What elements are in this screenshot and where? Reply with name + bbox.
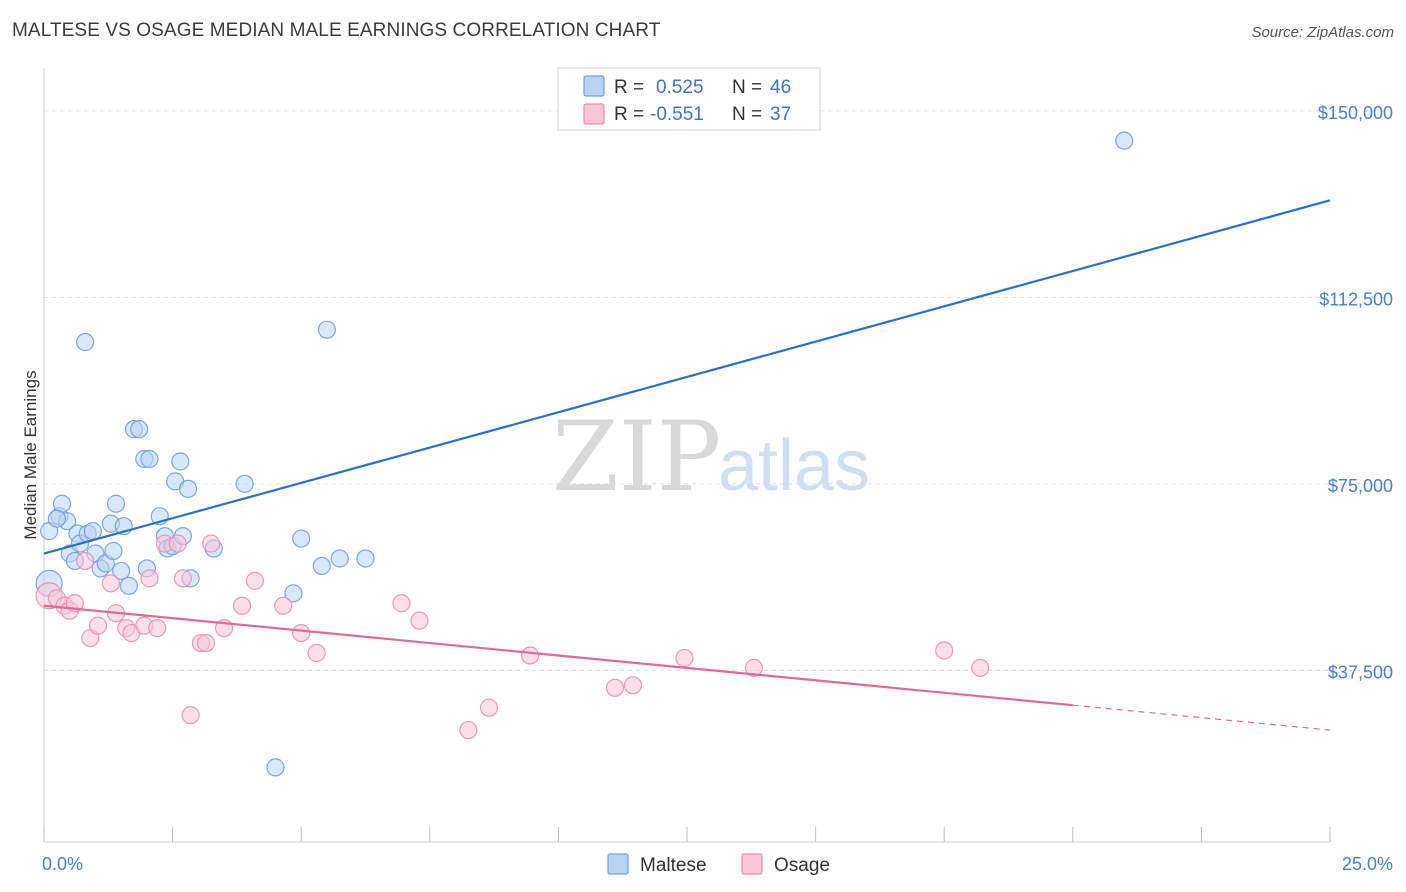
osage-point bbox=[623, 676, 643, 695]
y-axis-label: Median Male Earnings bbox=[21, 370, 40, 539]
osage-point bbox=[935, 641, 954, 660]
maltese-point bbox=[104, 541, 123, 561]
y-tick-label-0: $150,000 bbox=[1318, 103, 1393, 123]
osage-point bbox=[202, 534, 221, 553]
osage-trend-line bbox=[43, 604, 1073, 707]
osage-point bbox=[459, 720, 478, 740]
bottom-legend-swatch-osage bbox=[741, 853, 763, 875]
maltese-point bbox=[171, 452, 190, 471]
x-tick-label-0: 0.0% bbox=[42, 854, 83, 874]
osage-point bbox=[140, 569, 159, 588]
chart-title: MALTESE VS OSAGE MEDIAN MALE EARNINGS CO… bbox=[12, 20, 661, 41]
osage-trend-extension bbox=[1072, 704, 1331, 731]
legend-r-value-osage: -0.551 bbox=[650, 104, 704, 125]
watermark-zip: ZIP bbox=[552, 401, 721, 513]
osage-point bbox=[605, 678, 625, 697]
legend: R = 0.525 N = 46 R = -0.551 N = 37 bbox=[557, 67, 821, 131]
maltese-point bbox=[178, 479, 198, 498]
legend-r-value-maltese: 0.525 bbox=[656, 77, 704, 98]
legend-n-value-osage: 37 bbox=[770, 104, 791, 125]
axes bbox=[43, 68, 1331, 843]
maltese-point bbox=[235, 474, 254, 493]
osage-point bbox=[168, 534, 187, 553]
maltese-point bbox=[83, 522, 102, 541]
source-label: Source: ZipAtlas.com bbox=[1251, 24, 1394, 41]
osage-point bbox=[173, 569, 192, 588]
bottom-legend-label-osage: Osage bbox=[774, 855, 830, 876]
maltese-point bbox=[119, 576, 138, 595]
maltese-point bbox=[312, 556, 331, 576]
osage-point bbox=[392, 594, 411, 613]
maltese-point bbox=[266, 758, 285, 777]
maltese-point bbox=[106, 494, 126, 513]
osage-point bbox=[479, 698, 499, 717]
osage-point bbox=[274, 596, 293, 615]
osage-point bbox=[675, 648, 694, 668]
maltese-point bbox=[330, 549, 349, 568]
osage-point bbox=[307, 643, 326, 663]
x-tick-labels: 0.0% 25.0% bbox=[42, 854, 1393, 874]
osage-point bbox=[101, 574, 120, 593]
osage-point bbox=[971, 658, 990, 678]
osage-point bbox=[744, 658, 763, 678]
maltese-point bbox=[47, 509, 66, 528]
y-tick-label-1: $112,500 bbox=[1319, 289, 1393, 309]
maltese-point bbox=[112, 561, 131, 581]
maltese-point bbox=[130, 420, 149, 439]
y-tick-label-3: $37,500 bbox=[1328, 662, 1393, 682]
osage-point bbox=[521, 646, 540, 665]
bottom-legend-label-maltese: Maltese bbox=[640, 855, 707, 876]
osage-point bbox=[245, 571, 265, 590]
legend-r-label-osage: R = bbox=[614, 104, 644, 125]
maltese-point bbox=[76, 333, 95, 352]
osage-point bbox=[292, 623, 311, 643]
maltese-point bbox=[1115, 131, 1134, 150]
maltese-point bbox=[292, 529, 311, 548]
osage-point bbox=[232, 596, 252, 615]
legend-r-label-maltese: R = bbox=[614, 77, 644, 98]
maltese-trend-line bbox=[43, 199, 1331, 555]
y-tick-labels: $150,000 $112,500 $75,000 $37,500 bbox=[1318, 103, 1393, 683]
grid-lines bbox=[44, 110, 1390, 671]
watermark: ZIP atlas bbox=[552, 401, 870, 513]
osage-point bbox=[148, 619, 167, 638]
legend-n-label-maltese: N = bbox=[732, 77, 762, 98]
legend-n-value-maltese: 46 bbox=[770, 77, 791, 98]
osage-point bbox=[196, 633, 216, 653]
legend-n-label-osage: N = bbox=[732, 104, 762, 125]
x-tick-label-1: 25.0% bbox=[1342, 854, 1393, 874]
bottom-legend-swatch-maltese bbox=[607, 853, 629, 875]
bottom-legend: Maltese Osage bbox=[607, 853, 830, 876]
maltese-point bbox=[284, 584, 303, 603]
maltese-point bbox=[317, 320, 337, 339]
legend-swatch-maltese bbox=[583, 75, 605, 97]
trend-lines bbox=[43, 199, 1331, 731]
maltese-point bbox=[356, 549, 375, 568]
legend-swatch-osage bbox=[583, 103, 605, 125]
osage-points bbox=[35, 534, 990, 740]
watermark-atlas: atlas bbox=[718, 426, 870, 506]
maltese-point bbox=[140, 449, 159, 469]
osage-point bbox=[410, 611, 429, 630]
osage-point bbox=[88, 616, 108, 635]
osage-point bbox=[76, 551, 95, 571]
y-tick-label-2: $75,000 bbox=[1328, 476, 1393, 496]
osage-point bbox=[181, 706, 200, 725]
